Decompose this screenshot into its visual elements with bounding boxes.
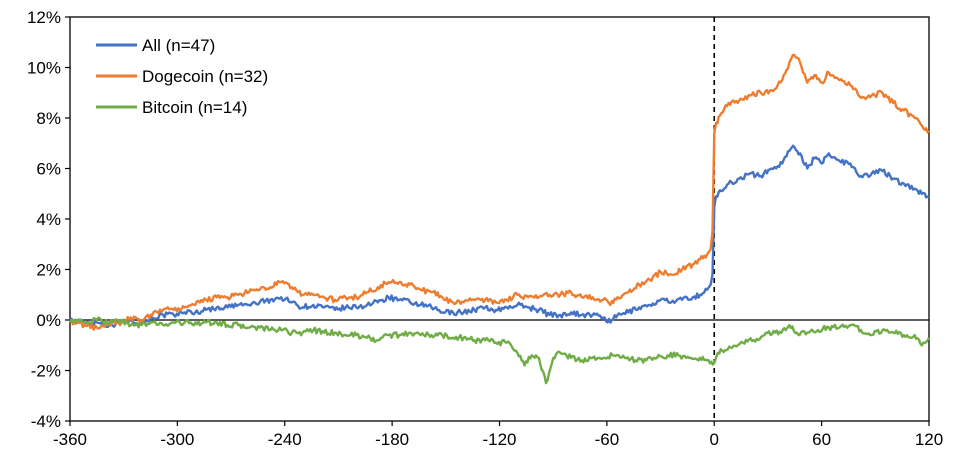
legend-label: Bitcoin (n=14)	[142, 98, 247, 117]
legend-label: All (n=47)	[142, 36, 215, 55]
x-tick-label: -360	[53, 430, 87, 449]
y-tick-label: 4%	[36, 210, 61, 229]
y-tick-label: 12%	[27, 8, 61, 27]
x-tick-label: -300	[160, 430, 194, 449]
series-line-all	[69, 144, 930, 329]
y-tick-label: -2%	[31, 362, 61, 381]
legend: All (n=47) Dogecoin (n=32) Bitcoin (n=14)	[96, 36, 268, 117]
x-tick-label: 60	[812, 430, 831, 449]
x-tick-label: 120	[915, 430, 943, 449]
y-tick-label: 8%	[36, 109, 61, 128]
y-tick-label: 0%	[36, 311, 61, 330]
y-tick-label: 6%	[36, 160, 61, 179]
x-tick-label: 0	[710, 430, 719, 449]
y-tick-label: 10%	[27, 59, 61, 78]
y-tick-label: -4%	[31, 412, 61, 431]
y-tick-label: 2%	[36, 261, 61, 280]
series-line-bitcoin	[69, 316, 931, 385]
x-tick-label: -60	[595, 430, 620, 449]
legend-label: Dogecoin (n=32)	[142, 67, 268, 86]
x-tick-label: -180	[375, 430, 409, 449]
x-tick-label: -120	[482, 430, 516, 449]
series-line-dogecoin	[68, 53, 930, 331]
axes-layer: -4% -2% 0% 2% 4% 6% 8% 10% 12% -360 -300 -240 -180 -1…	[27, 8, 943, 449]
series-layer	[68, 53, 931, 385]
x-tick-label: -240	[268, 430, 302, 449]
